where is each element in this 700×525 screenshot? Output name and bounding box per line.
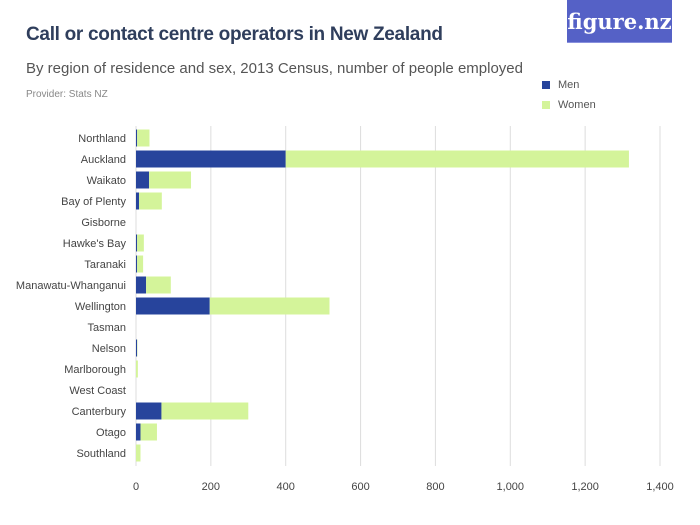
provider-label: Provider: Stats NZ	[26, 89, 108, 100]
legend-item-men: Men	[542, 75, 596, 95]
bar-women	[285, 150, 629, 168]
bar-women	[136, 444, 141, 462]
y-category-label: Nelson	[92, 343, 126, 355]
bar-men	[136, 150, 286, 168]
x-tick-label: 0	[133, 481, 139, 493]
bar-men	[136, 276, 147, 294]
y-category-label: Marlborough	[64, 364, 126, 376]
bar-women	[137, 234, 144, 252]
bar-women	[149, 171, 192, 189]
y-category-label: West Coast	[69, 385, 126, 397]
bar-men	[136, 171, 150, 189]
y-category-label: Manawatu-Whanganui	[16, 280, 126, 292]
y-category-label: Northland	[78, 133, 126, 145]
legend-label-men: Men	[558, 79, 580, 91]
y-category-label: Bay of Plenty	[61, 196, 126, 208]
bar-men	[136, 234, 138, 252]
bar-women	[161, 402, 249, 420]
bar-women	[136, 360, 138, 378]
bar-women	[137, 255, 144, 273]
bar-men	[136, 339, 138, 357]
x-tick-label: 400	[277, 481, 295, 493]
y-category-label: Otago	[96, 427, 126, 439]
legend-item-women: Women	[542, 95, 596, 115]
bar-women	[146, 276, 171, 294]
bar-women	[209, 297, 330, 315]
bar-men	[136, 129, 138, 147]
y-category-label: Wellington	[75, 301, 126, 313]
bar-women	[138, 192, 162, 210]
y-category-label: Taranaki	[84, 259, 126, 271]
x-tick-label: 800	[426, 481, 444, 493]
x-tick-label: 1,400	[646, 481, 674, 493]
y-category-label: Auckland	[81, 154, 126, 166]
x-tick-label: 1,000	[497, 481, 525, 493]
y-category-label: Canterbury	[72, 406, 127, 418]
x-tick-label: 200	[202, 481, 220, 493]
bar-men	[136, 192, 139, 210]
legend-swatch-men	[542, 81, 550, 89]
y-category-label: Southland	[76, 448, 126, 460]
y-category-label: Tasman	[87, 322, 126, 334]
bar-men	[136, 255, 138, 273]
figure-nz-logo[interactable]: figure.nz	[567, 0, 672, 43]
chart-subtitle: By region of residence and sex, 2013 Cen…	[26, 60, 523, 77]
y-category-label: Gisborne	[81, 217, 126, 229]
x-tick-label: 1,200	[571, 481, 599, 493]
legend: Men Women	[542, 75, 596, 115]
chart-title: Call or contact centre operators in New …	[26, 24, 443, 45]
y-category-label: Hawke's Bay	[63, 238, 127, 250]
bar-men	[136, 402, 162, 420]
bar-women	[140, 423, 157, 441]
bar-men	[136, 423, 141, 441]
legend-swatch-women	[542, 101, 550, 109]
legend-label-women: Women	[558, 99, 596, 111]
x-tick-label: 600	[351, 481, 369, 493]
y-category-label: Waikato	[87, 175, 126, 187]
bar-men	[136, 297, 210, 315]
bar-women	[137, 129, 150, 147]
